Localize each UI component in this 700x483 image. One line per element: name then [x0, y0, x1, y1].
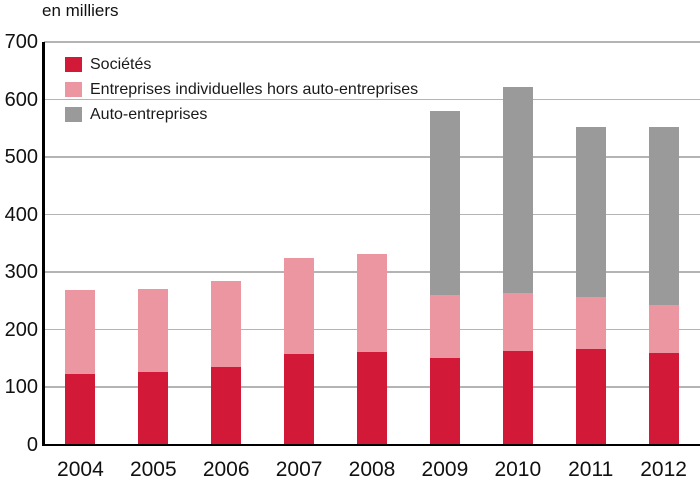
- y-axis-label-700: 700: [4, 31, 38, 53]
- bar-segment-2005-Entreprises individuelles hors auto-entreprises: [138, 289, 169, 373]
- legend-label: Entreprises individuelles hors auto-entr…: [90, 80, 419, 98]
- bar-segment-2012-Entreprises individuelles hors auto-entreprises: [648, 305, 679, 354]
- legend-swatch-icon: [65, 82, 82, 97]
- bar-segment-2006-Entreprises individuelles hors auto-entreprises: [211, 281, 242, 368]
- bar-segment-2009-Sociétés: [429, 357, 460, 445]
- bar-segment-2009-Auto-entreprises: [429, 111, 460, 295]
- x-axis-label-2007: 2007: [275, 458, 323, 481]
- bar-segment-2007-Sociétés: [284, 353, 315, 445]
- gridline-400: [44, 213, 700, 216]
- x-axis-line: [42, 443, 700, 446]
- gridline-500: [44, 156, 700, 158]
- x-axis-label-2009: 2009: [421, 458, 469, 481]
- y-axis-line: [42, 42, 45, 446]
- legend-item-2: Entreprises individuelles hors auto-entr…: [65, 77, 418, 102]
- bar-segment-2006-Sociétés: [211, 367, 242, 445]
- bar-segment-2008-Entreprises individuelles hors auto-entreprises: [357, 254, 387, 352]
- x-axis-label-2005: 2005: [129, 458, 177, 481]
- y-axis-label-200: 200: [4, 318, 38, 341]
- bar-segment-2011-Sociétés: [575, 349, 606, 445]
- legend-swatch-icon: [65, 107, 82, 122]
- y-axis-label-300: 300: [4, 261, 38, 283]
- legend-item-1: Sociétés: [65, 52, 418, 77]
- x-axis-label-2012: 2012: [640, 458, 687, 481]
- x-axis-label-2004: 2004: [57, 458, 104, 481]
- bar-segment-2011-Auto-entreprises: [575, 127, 606, 298]
- bar-segment-2012-Sociétés: [648, 353, 679, 445]
- bar-segment-2010-Auto-entreprises: [502, 86, 533, 294]
- bar-segment-2011-Entreprises individuelles hors auto-entreprises: [575, 297, 606, 350]
- legend: Sociétés Entreprises individuelles hors a…: [65, 52, 418, 127]
- bar-segment-2004-Entreprises individuelles hors auto-entreprises: [65, 289, 96, 375]
- legend-label: Sociétés: [90, 55, 152, 73]
- x-axis-label-2006: 2006: [202, 458, 250, 481]
- y-axis-label-0: 0: [26, 433, 38, 456]
- bar-segment-2005-Sociétés: [138, 372, 169, 445]
- bar-segment-2008-Sociétés: [357, 351, 387, 445]
- legend-swatch-icon: [65, 57, 82, 72]
- y-axis-label-500: 500: [4, 146, 38, 168]
- legend-label: Auto-entreprises: [90, 105, 208, 123]
- gridline-600: [44, 98, 700, 101]
- bar-segment-2012-Auto-entreprises: [648, 127, 679, 306]
- bar-segment-2009-Entreprises individuelles hors auto-entreprises: [429, 295, 460, 358]
- y-axis-label-600: 600: [4, 88, 38, 111]
- bar-segment-2004-Sociétés: [65, 374, 96, 445]
- gridline-700: [44, 41, 700, 43]
- y-axis-label-400: 400: [4, 203, 38, 226]
- bar-segment-2007-Entreprises individuelles hors auto-entreprises: [284, 257, 315, 354]
- chart-title: en milliers: [42, 1, 119, 20]
- x-axis-label-2010: 2010: [494, 458, 542, 481]
- bar-segment-2010-Entreprises individuelles hors auto-entreprises: [502, 293, 533, 352]
- x-axis-label-2011: 2011: [568, 458, 614, 481]
- legend-item-3: Auto-entreprises: [65, 102, 418, 127]
- bar-segment-2010-Sociétés: [502, 351, 533, 445]
- y-axis-label-100: 100: [4, 376, 38, 398]
- x-axis-label-2008: 2008: [348, 458, 396, 481]
